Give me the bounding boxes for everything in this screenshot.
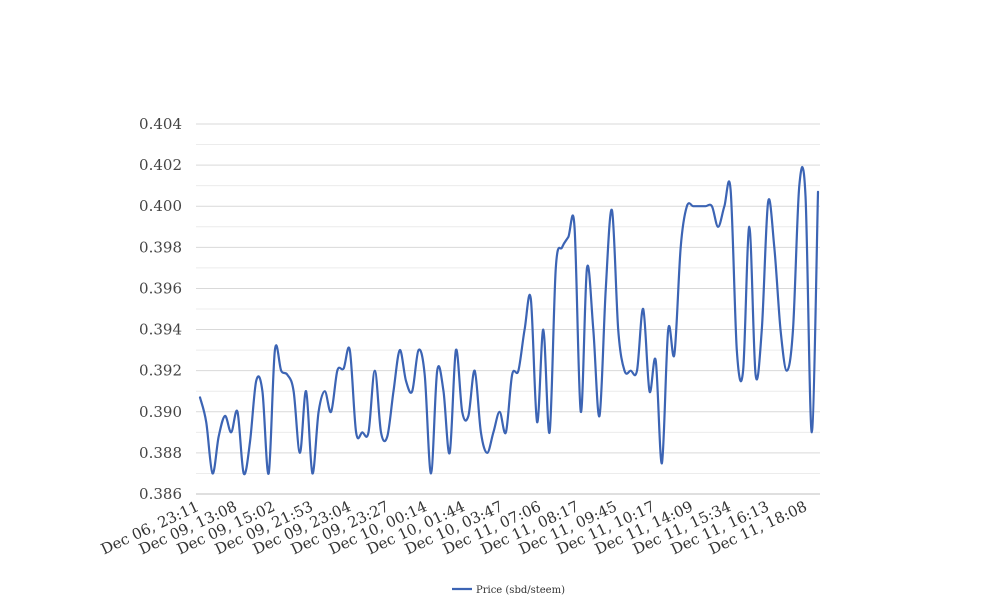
- y-tick-label: 0.400: [139, 197, 182, 215]
- y-tick-label: 0.404: [139, 115, 182, 133]
- y-tick-label: 0.396: [139, 279, 182, 297]
- y-tick-label: 0.394: [139, 321, 182, 339]
- legend-label: Price (sbd/steem): [476, 585, 565, 596]
- grid-lines: [196, 123, 820, 495]
- y-tick-label: 0.388: [139, 444, 182, 462]
- y-tick-label: 0.392: [139, 362, 182, 380]
- y-tick-label: 0.386: [139, 485, 182, 503]
- y-axis-ticks: 0.386 0.388 0.390 0.392 0.394 0.396 0.398 0.400…: [139, 115, 182, 503]
- legend: Price (sbd/steem): [452, 585, 565, 596]
- y-tick-label: 0.390: [139, 403, 182, 421]
- y-tick-label: 0.398: [139, 238, 182, 256]
- series-layer: [198, 166, 820, 476]
- price-series-line: [198, 166, 820, 476]
- y-tick-label: 0.402: [139, 156, 182, 174]
